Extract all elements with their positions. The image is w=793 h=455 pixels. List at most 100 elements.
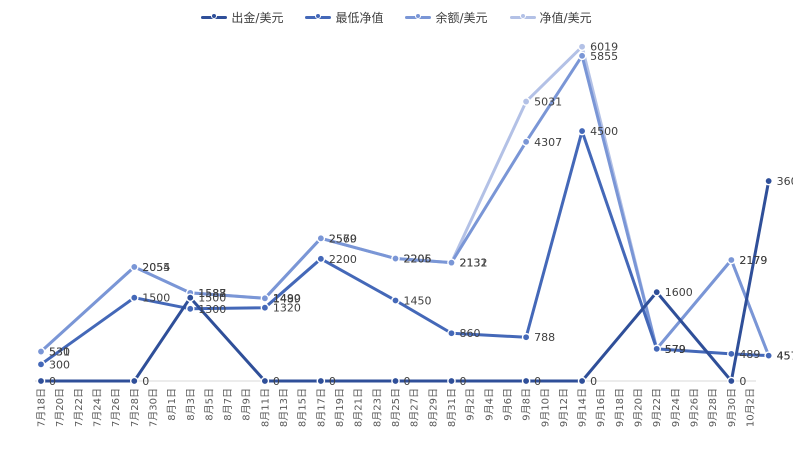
x-tick-label: 9月10日 [539,388,551,427]
x-tick-label: 9月22日 [651,388,663,427]
data-point [727,255,736,265]
data-label: 1450 [404,294,432,307]
x-tick-label: 9月4日 [483,388,495,421]
legend-label: 净值/美元 [539,11,592,25]
data-label: 0 [49,375,56,388]
data-point [36,376,46,386]
data-label: 6019 [590,41,618,54]
data-point [316,254,326,264]
x-tick-label: 9月12日 [558,388,570,427]
x-tick-label: 7月26日 [110,388,122,427]
data-label: 489 [739,348,760,361]
x-tick-label: 7月22日 [73,388,85,427]
data-point [447,376,456,386]
data-label: 300 [49,358,70,371]
x-tick-label: 9月28日 [707,388,719,427]
series-line [39,179,771,383]
x-tick-label: 10月2日 [745,388,757,427]
data-point [577,126,587,136]
x-tick-label: 8月31日 [446,388,458,427]
data-label: 0 [142,375,149,388]
legend-label: 余额/美元 [435,11,488,25]
x-tick-label: 7月20日 [54,388,66,427]
x-tick-label: 8月1日 [166,388,178,421]
data-point [129,293,139,302]
data-label: 2200 [329,253,357,266]
data-label: 0 [273,375,280,388]
data-label: 3600 [777,175,793,188]
data-label: 457 [777,350,793,363]
series-line [39,129,771,366]
data-label: 2132 [459,257,487,270]
data-label: 530 [49,346,70,359]
data-point [260,294,270,303]
x-tick-label: 8月3日 [185,388,197,421]
x-tick-label: 8月11日 [259,388,271,427]
data-point [764,176,773,186]
data-label: 2055 [142,261,170,274]
data-point [129,262,139,272]
data-point [521,376,531,386]
data-point [185,293,195,302]
data-point [260,303,270,312]
legend-swatch [509,13,536,19]
data-label: 2179 [739,254,767,267]
data-label: 457 [777,350,793,363]
data-label: 1587 [198,287,226,300]
data-label: 1600 [665,286,693,299]
data-point [727,349,736,359]
data-label: 0 [404,375,411,388]
data-label: 2570 [329,232,357,245]
data-point [521,137,531,147]
data-label: 2205 [404,253,432,266]
data-label: 0 [329,375,336,388]
data-point [129,376,139,386]
legend-item: 余额/美元 [405,9,488,26]
x-tick-label: 8月13日 [278,388,290,427]
chart-legend: 出金/美元 最低净值 余额/美元 净值/美元 [0,9,793,26]
data-label: 579 [665,343,686,356]
x-tick-label: 9月24日 [670,388,682,427]
data-label: 0 [459,375,466,388]
series-line [39,45,771,358]
legend-swatch [305,13,332,19]
data-label: 2179 [739,254,767,267]
x-tick-label: 9月18日 [614,388,626,427]
data-point [447,328,456,338]
series-line [39,54,771,358]
data-label: 531 [49,346,70,359]
x-tick-label: 7月18日 [36,388,48,427]
data-point [36,347,46,356]
data-point [577,51,587,61]
data-point [391,254,400,263]
x-tick-label: 9月14日 [577,388,589,427]
x-tick-label: 9月30日 [726,388,738,427]
data-label: 5031 [534,96,562,109]
data-label: 860 [459,327,480,340]
data-label: 2569 [329,232,357,245]
legend-item: 净值/美元 [509,9,592,26]
data-point [764,351,773,360]
x-tick-label: 8月25日 [390,388,402,427]
x-tick-label: 8月21日 [353,388,365,427]
data-label: 1500 [142,292,170,305]
data-label: 2131 [459,257,487,270]
data-label: 4500 [590,125,618,138]
data-label: 2054 [142,261,170,274]
data-label: 457 [777,350,793,363]
data-point [727,376,736,386]
data-label: 5855 [590,50,618,63]
data-label: 0 [534,375,541,388]
data-point [391,296,400,305]
data-label: 1500 [198,292,226,305]
x-tick-label: 8月5日 [203,388,215,421]
x-tick-label: 8月29日 [427,388,439,427]
data-label: 1489 [273,292,301,305]
x-tick-label: 8月19日 [334,388,346,427]
data-point [260,376,270,386]
data-label: 1320 [273,302,301,315]
x-tick-label: 9月16日 [595,388,607,427]
data-point [577,42,587,52]
data-point [521,332,531,342]
